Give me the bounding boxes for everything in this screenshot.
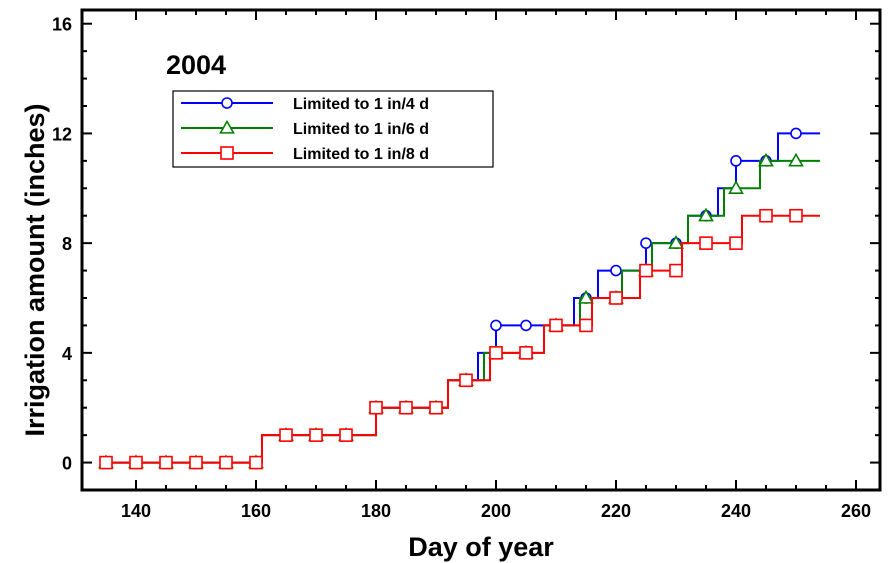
data-point-circle (640, 237, 652, 249)
data-point-square (549, 318, 563, 333)
data-point-square (219, 455, 233, 470)
data-point-triangle (219, 119, 235, 134)
series-line (106, 159, 820, 464)
y-tick-label: 4 (62, 344, 72, 364)
data-point-square (519, 346, 533, 360)
legend-label: Limited to 1 in/4 d (293, 96, 429, 113)
data-point-square (369, 400, 383, 415)
legend-item: Limited to 1 in/8 d (181, 146, 429, 163)
y-tick-label: 16 (52, 15, 72, 35)
data-point-triangle (728, 180, 744, 194)
plot-frame (80, 8, 882, 492)
data-point-triangle (668, 235, 684, 249)
y-tick-label: 12 (52, 124, 72, 144)
data-point-circle (730, 155, 742, 167)
data-point-square (189, 455, 203, 470)
data-point-triangle (758, 152, 774, 167)
data-point-square (99, 455, 113, 470)
data-point-square (729, 236, 743, 250)
legend-item: Limited to 1 in/6 d (181, 119, 429, 138)
data-point-square (399, 400, 413, 415)
legend-label: Limited to 1 in/6 d (293, 121, 429, 138)
axis-labels: 140 160 180 200 220 240 260 0 4 8 12 16 (52, 15, 871, 521)
y-tick-label: 8 (62, 234, 72, 254)
data-point-square (309, 428, 323, 442)
data-point-circle (221, 97, 233, 109)
data-point-square (459, 373, 473, 388)
data-point-square (279, 428, 293, 442)
series-1 (100, 127, 820, 469)
tick-marks (82, 10, 880, 490)
data-point-triangle (698, 207, 714, 222)
x-tick-label: 160 (241, 501, 271, 521)
data-point-square (759, 208, 773, 223)
data-point-square (339, 428, 353, 442)
data-point-circle (490, 319, 502, 332)
x-tick-label: 220 (601, 501, 631, 521)
data-point-circle (520, 319, 532, 332)
series-3 (99, 208, 820, 470)
data-point-square (159, 455, 173, 470)
data-point-square (699, 236, 713, 250)
series-2 (98, 152, 820, 469)
data-point-triangle (788, 152, 804, 167)
legend-item: Limited to 1 in/4 d (181, 96, 429, 113)
data-point-circle (610, 264, 622, 277)
x-tick-label: 180 (361, 501, 391, 521)
y-axis-title: Irrigation amount (inches) (20, 103, 50, 436)
x-tick-label: 200 (481, 501, 511, 521)
data-point-square (249, 455, 263, 470)
data-point-square (129, 455, 143, 470)
year-annotation: 2004 (166, 50, 226, 80)
data-point-square (220, 146, 234, 160)
data-point-square (489, 346, 503, 360)
y-tick-label: 0 (62, 454, 72, 474)
x-tick-label: 140 (121, 501, 151, 521)
data-point-square (429, 400, 443, 415)
data-point-square (609, 291, 623, 305)
plot-series (98, 127, 820, 470)
series-line (106, 214, 820, 464)
legend-label: Limited to 1 in/8 d (293, 146, 429, 163)
x-tick-label: 260 (841, 501, 871, 521)
data-point-square (579, 318, 593, 333)
data-point-circle (790, 127, 802, 140)
data-point-square (639, 263, 653, 278)
data-point-square (669, 263, 683, 278)
x-axis-title: Day of year (408, 532, 554, 562)
series-line (106, 132, 820, 464)
data-point-square (789, 208, 803, 223)
legend: Limited to 1 in/4 d Limited to 1 in/6 d Li… (172, 90, 494, 168)
data-point-triangle (578, 289, 594, 304)
x-tick-label: 240 (721, 501, 751, 521)
